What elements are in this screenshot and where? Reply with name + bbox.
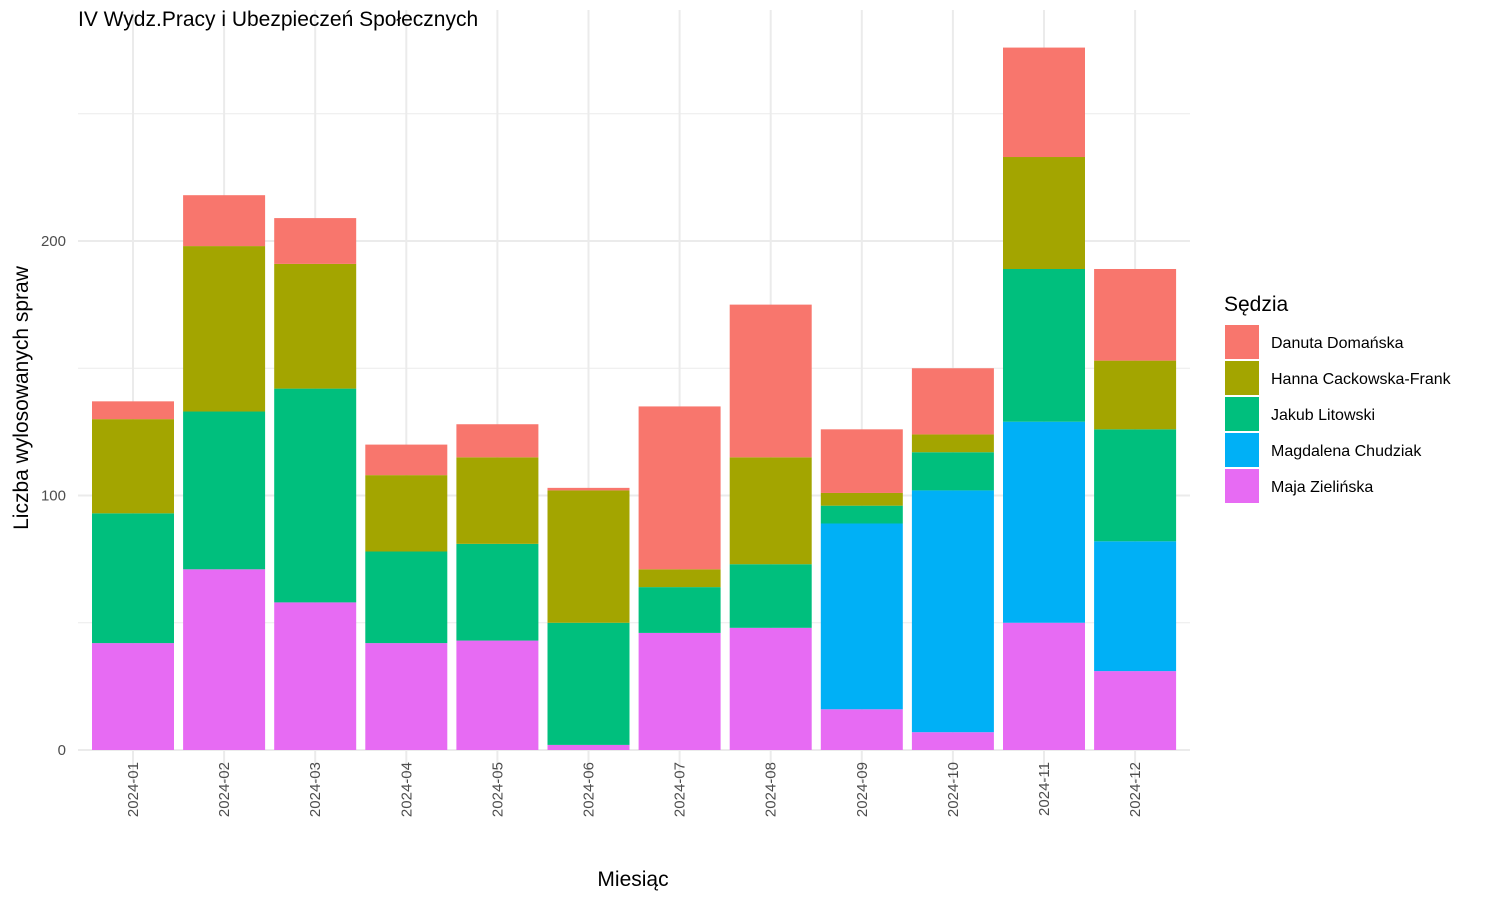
legend-swatch xyxy=(1225,433,1259,467)
bar-segment xyxy=(638,632,721,750)
bar-segment xyxy=(92,401,174,420)
legend-label: Maja Zielińska xyxy=(1271,479,1373,496)
bar-segment xyxy=(547,622,630,745)
bar-segment xyxy=(638,587,721,633)
bar-segment xyxy=(820,709,903,750)
chart-title: IV Wydz.Pracy i Ubezpieczeń Społecznych xyxy=(78,8,478,31)
bar-segment xyxy=(820,492,903,506)
bar-segment xyxy=(365,475,448,552)
bars xyxy=(92,47,1177,750)
bar-segment xyxy=(1094,360,1177,430)
bar-segment xyxy=(547,487,630,491)
bar-segment xyxy=(1003,268,1085,422)
bar-segment xyxy=(1003,421,1085,623)
x-tick-label: 2024-05 xyxy=(489,762,506,817)
bar-segment xyxy=(456,640,539,750)
bar-segment xyxy=(547,490,630,623)
bar-segment xyxy=(911,490,994,733)
bar-segment xyxy=(1003,157,1085,269)
legend-label: Magdalena Chudziak xyxy=(1271,443,1422,460)
bar-segment xyxy=(456,424,539,458)
bar-segment xyxy=(911,434,994,453)
x-tick-label: 2024-06 xyxy=(581,762,598,817)
bar-segment xyxy=(729,457,812,565)
bar-segment xyxy=(1094,429,1177,542)
bar-segment xyxy=(820,523,903,710)
bar-segment xyxy=(92,643,174,750)
x-tick-label: 2024-07 xyxy=(672,762,689,817)
bar-segment xyxy=(365,551,448,644)
bar-segment xyxy=(365,643,448,750)
y-tick-label: 200 xyxy=(41,233,66,250)
bar-segment xyxy=(1094,671,1177,750)
x-axis-title: Miesiąc xyxy=(597,868,668,891)
legend-label: Jakub Litowski xyxy=(1271,407,1375,424)
x-tick-label: 2024-03 xyxy=(307,762,324,817)
bar-segment xyxy=(183,246,266,412)
bar-segment xyxy=(638,569,721,588)
y-tick-label: 0 xyxy=(58,742,66,759)
bar-segment xyxy=(92,513,174,644)
bar-segment xyxy=(729,564,812,628)
bar-segment xyxy=(1003,622,1085,750)
bar-segment xyxy=(274,218,357,264)
bar-segment xyxy=(1094,541,1177,672)
x-tick-label: 2024-02 xyxy=(216,762,233,817)
x-tick-label: 2024-01 xyxy=(125,762,142,817)
legend-label: Danuta Domańska xyxy=(1271,335,1404,352)
x-tick-label: 2024-12 xyxy=(1127,762,1144,817)
bar-segment xyxy=(729,304,812,458)
x-tick-label: 2024-11 xyxy=(1036,762,1053,816)
legend-swatch xyxy=(1225,397,1259,431)
legend-label: Hanna Cackowska-Frank xyxy=(1271,371,1452,388)
legend-title: Sędzia xyxy=(1224,293,1289,316)
legend-swatch xyxy=(1225,469,1259,503)
bar-segment xyxy=(1003,47,1085,158)
bar-segment xyxy=(92,419,174,514)
legend-swatch xyxy=(1225,325,1259,359)
x-tick-label: 2024-10 xyxy=(945,762,962,817)
y-tick-label: 100 xyxy=(41,488,66,505)
bar-segment xyxy=(820,505,903,524)
bar-segment xyxy=(456,457,539,544)
bar-segment xyxy=(638,406,721,570)
legend-swatch xyxy=(1225,361,1259,395)
y-axis-ticks: 0 100 200 xyxy=(41,233,66,759)
bar-segment xyxy=(911,732,994,750)
x-axis-ticks: 2024-01 2024-02 2024-03 2024-04 2024-05 2024-… xyxy=(125,762,1144,817)
x-tick-label: 2024-09 xyxy=(854,762,871,817)
bar-segment xyxy=(274,602,357,750)
bar-segment xyxy=(183,411,266,570)
bar-segment xyxy=(547,744,630,750)
bar-segment xyxy=(729,627,812,750)
bar-segment xyxy=(911,368,994,435)
y-axis-title: Liczba wylosowanych spraw xyxy=(10,265,33,530)
bar-segment xyxy=(183,195,266,247)
bar-segment xyxy=(274,388,357,603)
legend: Sędzia Danuta Domańska Hanna Cackowska-Fr… xyxy=(1224,293,1452,503)
x-tick-label: 2024-04 xyxy=(398,762,415,817)
bar-segment xyxy=(365,444,448,476)
bar-segment xyxy=(1094,268,1177,361)
bar-segment xyxy=(274,263,357,389)
bar-segment xyxy=(820,429,903,493)
bar-segment xyxy=(183,569,266,750)
bar-segment xyxy=(456,543,539,641)
bar-segment xyxy=(911,452,994,491)
x-tick-label: 2024-08 xyxy=(763,762,780,817)
